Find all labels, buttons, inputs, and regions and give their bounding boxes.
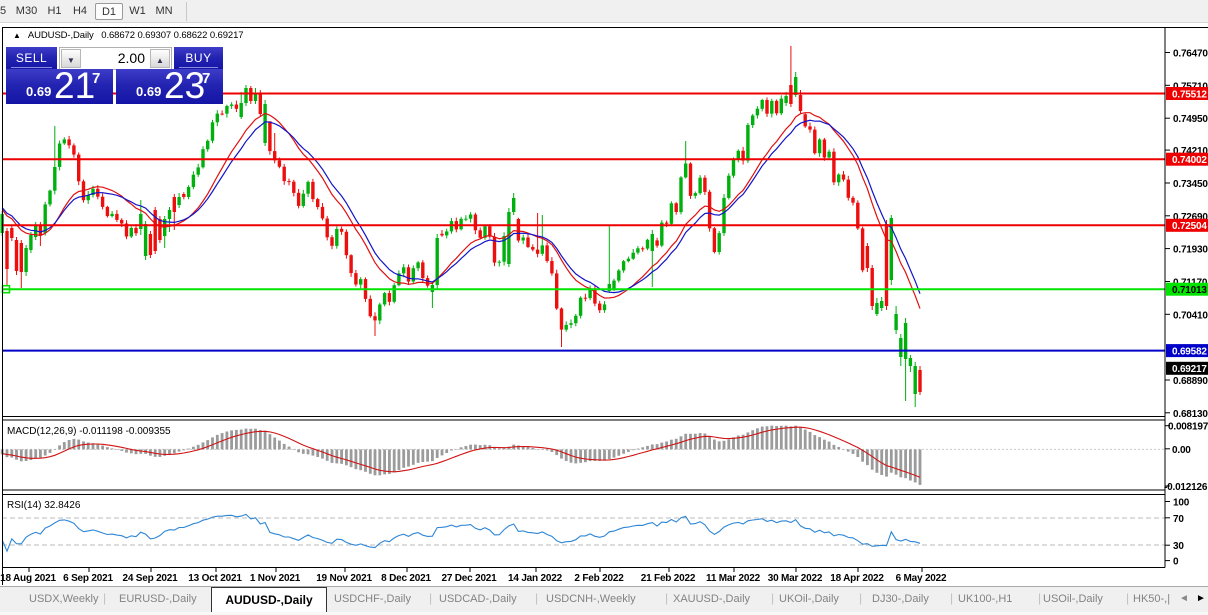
svg-text:18 Aug 2021: 18 Aug 2021 (0, 573, 56, 584)
svg-text:11 Mar 2022: 11 Mar 2022 (706, 573, 761, 584)
svg-text:0.00: 0.00 (1172, 445, 1191, 456)
svg-text:0.71013: 0.71013 (1172, 285, 1207, 296)
svg-text:-0.012126: -0.012126 (1164, 482, 1208, 493)
svg-text:0.74210: 0.74210 (1173, 146, 1208, 157)
svg-text:30: 30 (1173, 541, 1184, 552)
svg-text:0: 0 (1173, 557, 1179, 568)
svg-text:30 Mar 2022: 30 Mar 2022 (768, 573, 823, 584)
svg-text:0.71930: 0.71930 (1173, 245, 1208, 256)
svg-text:24 Sep 2021: 24 Sep 2021 (122, 573, 178, 584)
svg-text:0.76470: 0.76470 (1173, 49, 1208, 60)
svg-text:0.75710: 0.75710 (1173, 81, 1208, 92)
svg-text:0.74950: 0.74950 (1173, 114, 1208, 125)
svg-text:0.69217: 0.69217 (1172, 364, 1207, 375)
svg-text:0.68890: 0.68890 (1173, 376, 1208, 387)
svg-text:0.68130: 0.68130 (1173, 409, 1208, 420)
svg-text:0.70410: 0.70410 (1173, 310, 1208, 321)
svg-text:18 Apr 2022: 18 Apr 2022 (830, 573, 884, 584)
svg-text:1 Nov 2021: 1 Nov 2021 (250, 573, 301, 584)
svg-text:2 Feb 2022: 2 Feb 2022 (574, 573, 624, 584)
svg-text:0.75512: 0.75512 (1172, 89, 1207, 100)
svg-text:0.72504: 0.72504 (1172, 221, 1207, 232)
svg-text:27 Dec 2021: 27 Dec 2021 (441, 573, 497, 584)
svg-text:0.74002: 0.74002 (1172, 155, 1207, 166)
svg-text:0.73450: 0.73450 (1173, 179, 1208, 190)
svg-text:14 Jan 2022: 14 Jan 2022 (508, 573, 563, 584)
svg-text:0.008197: 0.008197 (1168, 422, 1208, 433)
svg-text:70: 70 (1173, 514, 1184, 525)
svg-text:0.72690: 0.72690 (1173, 212, 1208, 223)
svg-text:0.69582: 0.69582 (1172, 346, 1207, 357)
svg-text:21 Feb 2022: 21 Feb 2022 (641, 573, 696, 584)
svg-text:100: 100 (1173, 498, 1190, 509)
svg-text:13 Oct 2021: 13 Oct 2021 (188, 573, 242, 584)
svg-text:6 Sep 2021: 6 Sep 2021 (63, 573, 113, 584)
svg-text:8 Dec 2021: 8 Dec 2021 (381, 573, 431, 584)
svg-text:19 Nov 2021: 19 Nov 2021 (316, 573, 372, 584)
svg-text:6 May 2022: 6 May 2022 (896, 573, 947, 584)
